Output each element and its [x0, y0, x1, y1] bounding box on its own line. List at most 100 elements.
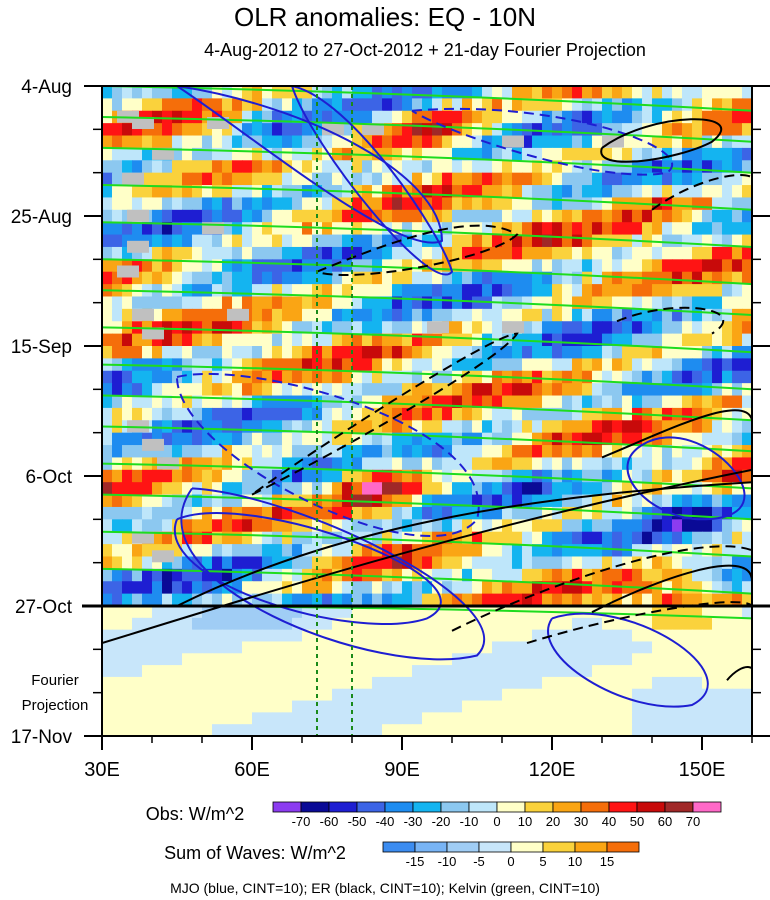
- waves-colorbar-level-label: -15: [406, 854, 425, 869]
- obs-cell: [442, 123, 453, 137]
- projection-cell: [522, 688, 533, 702]
- obs-cell: [372, 234, 383, 248]
- obs-cell: [172, 197, 183, 211]
- obs-cell: [182, 519, 193, 533]
- projection-cell: [412, 617, 423, 631]
- projection-cell: [582, 629, 593, 643]
- obs-cell: [672, 160, 683, 174]
- obs-cell: [692, 494, 703, 508]
- projection-cell: [172, 724, 183, 736]
- obs-cell: [162, 346, 173, 359]
- projection-cell: [562, 676, 573, 690]
- obs-cell: [172, 271, 183, 285]
- waves-colorbar: -15 -10 -5 0 5 10 15: [382, 841, 640, 869]
- obs-cell: [682, 556, 693, 570]
- obs-cell: [572, 432, 583, 446]
- projection-cell: [212, 724, 223, 736]
- obs-cell: [472, 86, 483, 99]
- obs-cell: [242, 445, 253, 459]
- obs-cell: [592, 531, 603, 545]
- obs-cell: [452, 86, 463, 99]
- obs-cell: [402, 346, 413, 359]
- projection-cell: [542, 617, 553, 631]
- obs-cell: [462, 581, 473, 595]
- obs-cell: [162, 531, 173, 545]
- obs-cell: [432, 259, 443, 273]
- obs-cell: [112, 246, 123, 260]
- obs-cell: [332, 544, 343, 558]
- projection-cell: [152, 653, 163, 666]
- obs-cell: [422, 346, 433, 359]
- obs-cell: [452, 172, 463, 186]
- projection-cell: [562, 629, 573, 643]
- obs-cell: [242, 556, 253, 570]
- obs-cell: [692, 197, 703, 211]
- obs-cell: [202, 308, 213, 322]
- obs-cell: [192, 296, 203, 310]
- obs-cell: [482, 519, 493, 533]
- obs-cell: [412, 432, 423, 446]
- obs-cell: [622, 519, 633, 533]
- obs-cell: [242, 123, 253, 137]
- projection-cell: [412, 688, 423, 702]
- projection-cell: [452, 606, 463, 619]
- obs-cell: [182, 110, 193, 124]
- obs-cell: [132, 445, 143, 459]
- obs-cell: [132, 469, 143, 483]
- projection-cell: [162, 641, 173, 654]
- projection-cell: [482, 676, 493, 690]
- obs-cell: [202, 370, 213, 384]
- obs-cell: [552, 556, 563, 570]
- obs-cell: [382, 469, 393, 483]
- obs-cell: [282, 544, 293, 558]
- obs-cell: [702, 123, 713, 137]
- obs-cell: [392, 593, 403, 607]
- obs-cell: [332, 358, 343, 372]
- obs-cell: [422, 234, 433, 248]
- obs-cell: [522, 259, 533, 273]
- obs-cell: [312, 333, 323, 347]
- obs-cell: [112, 432, 123, 446]
- obs-cell: [292, 135, 303, 149]
- obs-cell: [592, 123, 603, 137]
- obs-cell: [542, 506, 553, 520]
- projection-cell: [722, 676, 733, 690]
- obs-cell: [392, 259, 403, 273]
- obs-cell: [202, 160, 213, 174]
- obs-cell: [462, 482, 473, 496]
- obs-cell: [682, 135, 693, 149]
- projection-cell: [502, 724, 513, 736]
- obs-cell: [562, 234, 573, 248]
- projection-cell: [652, 606, 663, 619]
- projection-cell: [322, 712, 333, 725]
- obs-cell: [502, 420, 513, 434]
- obs-cell: [102, 86, 113, 99]
- obs-cell: [442, 308, 453, 322]
- obs-cell: [532, 259, 543, 273]
- obs-cell: [472, 346, 483, 359]
- obs-cell: [702, 556, 713, 570]
- obs-cell: [272, 593, 283, 607]
- obs-cell: [422, 544, 433, 558]
- obs-cell: [462, 383, 473, 397]
- obs-cell: [232, 86, 243, 99]
- obs-cell: [242, 246, 253, 260]
- obs-cell: [682, 370, 693, 384]
- obs-cell: [152, 185, 163, 199]
- projection-cell: [202, 665, 213, 678]
- obs-cell: [342, 445, 353, 459]
- obs-cell: [472, 284, 483, 298]
- er-contour: [591, 564, 752, 614]
- projection-cell: [742, 688, 752, 702]
- obs-cell: [322, 172, 333, 186]
- obs-cell: [122, 581, 133, 595]
- obs-cell: [722, 123, 733, 137]
- obs-colorbar-swatch: [272, 801, 302, 813]
- obs-cell: [182, 581, 193, 595]
- obs-cell: [552, 123, 563, 137]
- obs-cell: [432, 593, 443, 607]
- obs-cell: [702, 593, 713, 607]
- obs-cell: [172, 581, 183, 595]
- obs-cell: [302, 432, 313, 446]
- projection-cell: [402, 724, 413, 736]
